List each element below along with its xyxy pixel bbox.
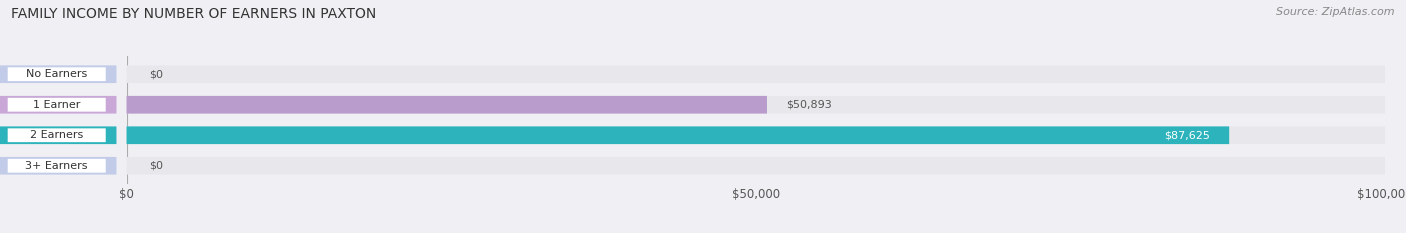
Text: Source: ZipAtlas.com: Source: ZipAtlas.com [1277,7,1395,17]
Text: $0: $0 [149,161,163,171]
FancyBboxPatch shape [7,67,105,81]
FancyBboxPatch shape [0,126,117,144]
FancyBboxPatch shape [0,96,117,113]
FancyBboxPatch shape [127,126,1229,144]
FancyBboxPatch shape [7,128,105,142]
FancyBboxPatch shape [7,159,105,173]
Text: 3+ Earners: 3+ Earners [25,161,89,171]
FancyBboxPatch shape [127,65,1385,83]
Text: 1 Earner: 1 Earner [32,100,80,110]
Text: FAMILY INCOME BY NUMBER OF EARNERS IN PAXTON: FAMILY INCOME BY NUMBER OF EARNERS IN PA… [11,7,377,21]
Text: No Earners: No Earners [27,69,87,79]
Text: $87,625: $87,625 [1164,130,1211,140]
FancyBboxPatch shape [0,157,117,175]
FancyBboxPatch shape [7,98,105,112]
FancyBboxPatch shape [127,96,766,113]
FancyBboxPatch shape [127,96,1385,113]
FancyBboxPatch shape [127,157,1385,175]
Text: $0: $0 [149,69,163,79]
FancyBboxPatch shape [0,65,117,83]
FancyBboxPatch shape [127,126,1385,144]
Text: $50,893: $50,893 [786,100,831,110]
Text: 2 Earners: 2 Earners [30,130,83,140]
